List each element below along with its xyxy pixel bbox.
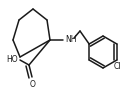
Text: HO: HO xyxy=(6,55,18,65)
Text: Cl: Cl xyxy=(114,62,122,71)
Text: NH: NH xyxy=(65,36,76,44)
Text: O: O xyxy=(30,80,36,89)
